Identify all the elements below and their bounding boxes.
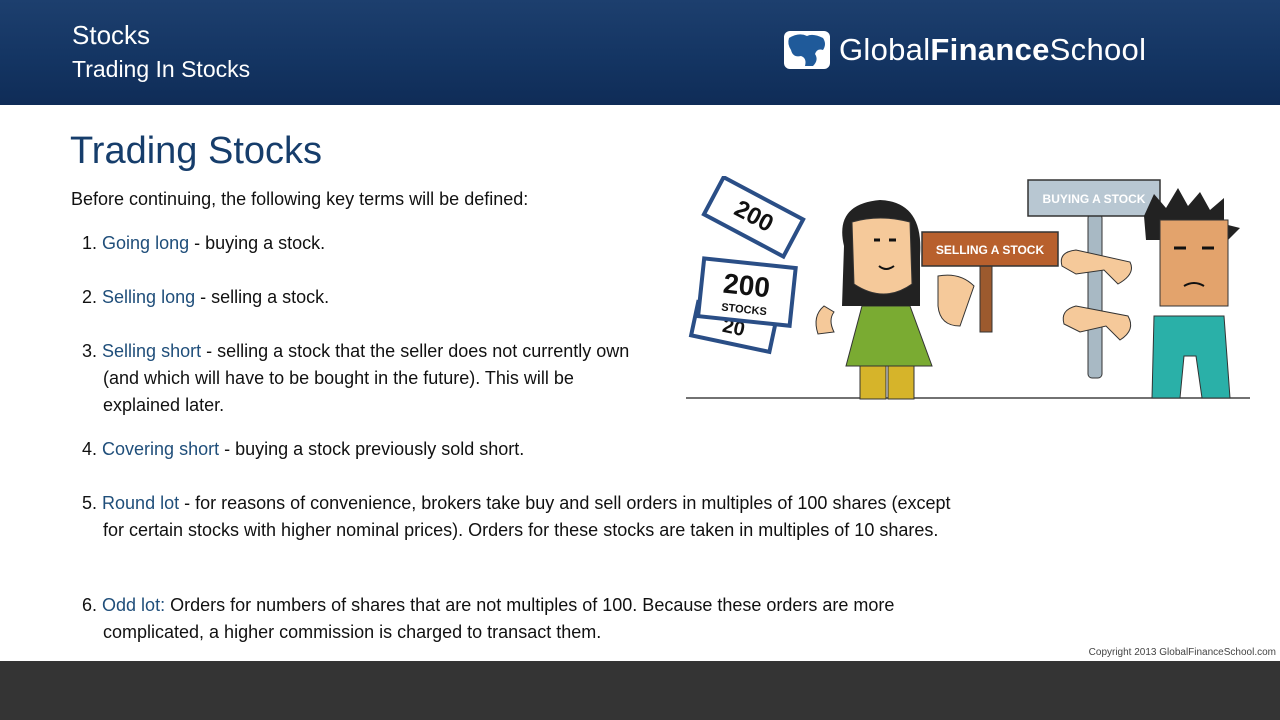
term-item-round-lot: 5. Round lot - for reasons of convenienc… bbox=[82, 490, 963, 544]
woman-figure bbox=[815, 200, 975, 400]
term-number: 2. bbox=[82, 287, 98, 307]
term-item-selling-short: 3. Selling short - selling a stock that … bbox=[82, 338, 648, 419]
term-number: 1. bbox=[82, 233, 98, 253]
footer-bar bbox=[0, 661, 1280, 720]
man-figure bbox=[1060, 188, 1240, 399]
svg-text:SELLING A STOCK: SELLING A STOCK bbox=[936, 243, 1045, 257]
selling-sign: SELLING A STOCK bbox=[921, 231, 1059, 333]
term-item-selling-long: 2. Selling long - selling a stock. bbox=[82, 284, 663, 311]
stock-trading-illustration: 200 20 200 STOCKS SELLING A STOCK BUYING… bbox=[686, 176, 1250, 400]
term-item-covering-short: 4. Covering short - buying a stock previ… bbox=[82, 436, 703, 463]
stock-certificate-icon: 200 bbox=[701, 176, 806, 260]
logo: GlobalFinanceSchool bbox=[783, 30, 1146, 70]
logo-text-school: School bbox=[1049, 32, 1147, 67]
header-bar: Stocks Trading In Stocks GlobalFinanceSc… bbox=[0, 0, 1280, 105]
svg-text:STOCKS: STOCKS bbox=[721, 302, 768, 319]
term-name: Odd lot: bbox=[102, 595, 166, 615]
section-subtitle: Trading In Stocks bbox=[72, 56, 251, 82]
term-number: 5. bbox=[82, 493, 98, 513]
term-description: Orders for numbers of shares that are no… bbox=[103, 595, 895, 642]
term-item-odd-lot: 6. Odd lot: Orders for numbers of shares… bbox=[82, 592, 943, 646]
term-number: 6. bbox=[82, 595, 98, 615]
term-number: 4. bbox=[82, 439, 98, 459]
term-description: - selling a stock. bbox=[195, 287, 330, 307]
stock-certificate-icon: 200 STOCKS bbox=[695, 256, 798, 328]
term-description: - buying a stock. bbox=[189, 233, 326, 253]
term-name: Selling long bbox=[102, 287, 196, 307]
term-description: - for reasons of convenience, brokers ta… bbox=[103, 493, 951, 540]
svg-text:200: 200 bbox=[722, 268, 772, 304]
term-description: - selling a stock that the seller does n… bbox=[103, 341, 630, 415]
page-title: Trading Stocks bbox=[70, 130, 323, 172]
globe-logo-icon bbox=[784, 31, 830, 69]
term-number: 3. bbox=[82, 341, 98, 361]
logo-text-global: Global bbox=[839, 32, 931, 67]
copyright-notice: Copyright 2013 GlobalFinanceSchool.com bbox=[1088, 647, 1276, 658]
svg-text:BUYING A STOCK: BUYING A STOCK bbox=[1043, 192, 1146, 206]
term-description: - buying a stock previously sold short. bbox=[219, 439, 525, 459]
intro-text: Before continuing, the following key ter… bbox=[71, 189, 529, 209]
term-name: Round lot bbox=[102, 493, 180, 513]
logo-text-finance: Finance bbox=[930, 32, 1050, 67]
term-name: Covering short bbox=[102, 439, 220, 459]
term-item-going-long: 1. Going long - buying a stock. bbox=[82, 230, 663, 257]
term-name: Selling short bbox=[102, 341, 202, 361]
buying-sign: BUYING A STOCK bbox=[1027, 179, 1161, 379]
term-name: Going long bbox=[102, 233, 190, 253]
section-title: Stocks bbox=[72, 20, 151, 50]
